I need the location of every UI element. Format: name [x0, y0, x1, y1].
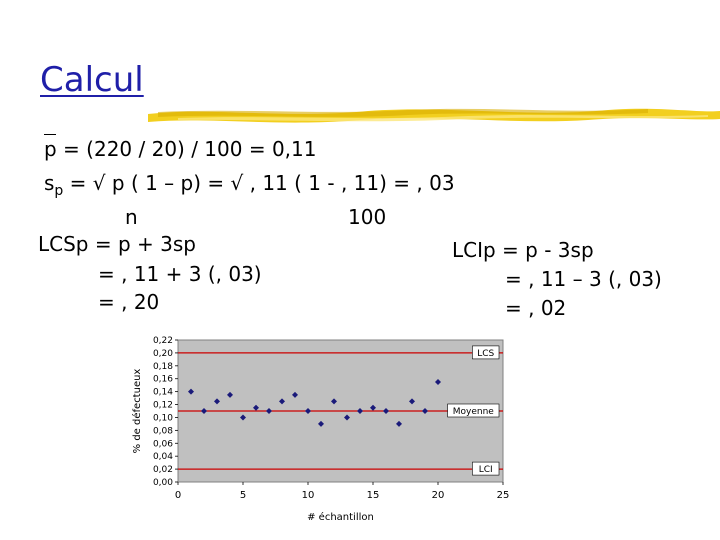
data-point: [409, 398, 415, 405]
sp-subscript: p: [54, 183, 64, 199]
y-tick-label: 0,08: [153, 426, 173, 436]
lci-line-3: = , 02: [505, 296, 567, 320]
data-point: [201, 408, 207, 414]
x-tick-label: 5: [240, 490, 246, 501]
data-point: [240, 414, 246, 421]
data-point: [266, 408, 272, 414]
denominator-n: n: [125, 205, 138, 229]
lcs-label: LCS: [477, 349, 494, 359]
sp-formula: sp = √ p ( 1 – p) = √ , 11 ( 1 - , 11) =…: [44, 171, 455, 199]
yellow-brush-stroke: [148, 108, 720, 123]
lci-label-box: [472, 461, 500, 476]
y-tick-label: 0,06: [153, 439, 173, 449]
y-axis-title: % de défectueux: [131, 369, 143, 454]
x-tick-label: 20: [432, 490, 445, 501]
lcs-line-2: = , 11 + 3 (, 03): [98, 262, 262, 286]
x-tick-label: 25: [497, 490, 510, 501]
y-tick-label: 0,04: [153, 452, 173, 462]
y-tick-label: 0,22: [153, 336, 173, 346]
data-point: [214, 398, 220, 405]
control-chart: 0,22 0,20 0,18 0,16 0,14 0,12 0,10 0,08 0,06 0,04…: [131, 336, 510, 523]
data-point: [396, 420, 402, 427]
y-tick-label: 0,10: [153, 413, 173, 423]
lcs-line-3: = , 20: [98, 290, 160, 314]
data-point: [344, 414, 350, 421]
y-tick-label: 0,00: [153, 478, 173, 488]
lci-line-2: = , 11 – 3 (, 03): [505, 267, 662, 291]
x-tick-label: 0: [175, 490, 181, 501]
data-point: [292, 391, 298, 398]
sp-expression: = √ p ( 1 – p) = √ , 11 ( 1 - , 11) = , …: [63, 171, 455, 195]
lci-label: LCI: [479, 465, 493, 475]
data-point: [253, 404, 259, 411]
data-point: [331, 398, 337, 405]
x-axis-title: # échantillon: [307, 511, 374, 523]
data-point: [318, 420, 324, 427]
moyenne-label-box: [447, 403, 500, 418]
slide-title: Calcul: [40, 60, 144, 100]
x-tick-label: 15: [367, 490, 380, 501]
y-tick-label: 0,12: [153, 401, 173, 411]
moyenne-label: Moyenne: [453, 407, 495, 417]
y-tick-label: 0,16: [153, 375, 173, 385]
data-point: [227, 391, 233, 398]
lcs-label-box: [472, 345, 500, 360]
data-point: [422, 408, 428, 414]
sp-symbol: s: [44, 171, 55, 195]
y-tick-label: 0,18: [153, 362, 173, 372]
data-point: [383, 408, 389, 414]
x-tick-label: 10: [302, 490, 315, 501]
denominator-100: 100: [348, 205, 387, 229]
data-point: [305, 408, 311, 414]
data-point: [357, 408, 363, 414]
data-point: [435, 378, 441, 385]
p-formula: p = (220 / 20) / 100 = 0,11: [44, 137, 317, 161]
data-point: [188, 388, 194, 395]
y-tick-label: 0,20: [153, 349, 173, 359]
lci-line-1: LCIp = p - 3sp: [452, 238, 594, 262]
lcs-line-1: LCSp = p + 3sp: [38, 232, 196, 256]
data-point: [279, 398, 285, 405]
data-point: [370, 404, 376, 411]
y-tick-label: 0,02: [153, 465, 173, 475]
p-bar-overline: [44, 134, 56, 135]
y-tick-label: 0,14: [153, 388, 173, 398]
